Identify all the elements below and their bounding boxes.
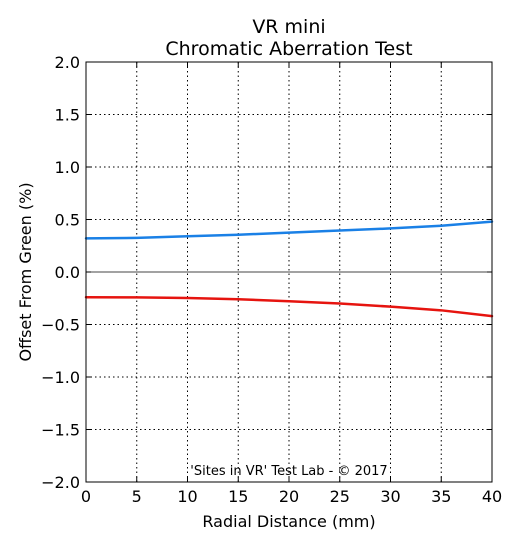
x-tick-label: 25 bbox=[330, 487, 350, 506]
chart-annotation: 'Sites in VR' Test Lab - © 2017 bbox=[190, 464, 387, 479]
x-axis-label: Radial Distance (mm) bbox=[202, 512, 375, 531]
chart-title-line-1: VR mini bbox=[252, 16, 325, 38]
y-axis-label: Offset From Green (%) bbox=[16, 182, 35, 361]
x-tick-label: 5 bbox=[132, 487, 142, 506]
plot-area: 0 5 10 15 20 25 30 35 40 2.0 1.5 1.0 0.5 0.0 −0.5 −1.0 −… bbox=[41, 53, 502, 506]
y-tick-label: 1.0 bbox=[55, 158, 80, 177]
y-tick-label: −2.0 bbox=[41, 473, 80, 492]
y-tick-label: 1.5 bbox=[55, 106, 80, 125]
x-tick-label: 40 bbox=[482, 487, 502, 506]
x-tick-label: 0 bbox=[81, 487, 91, 506]
series-line-2 bbox=[84, 295, 494, 318]
y-tick-label: 2.0 bbox=[55, 53, 80, 72]
x-tick-label: 10 bbox=[177, 487, 197, 506]
y-tick-label: 0.5 bbox=[55, 211, 80, 230]
x-tick-label: 15 bbox=[228, 487, 248, 506]
y-tick-label: −0.5 bbox=[41, 316, 80, 335]
y-tick-label: 0.0 bbox=[55, 263, 80, 282]
series-line-1 bbox=[84, 220, 494, 240]
x-tick-label: 35 bbox=[431, 487, 451, 506]
y-tick-label: −1.0 bbox=[41, 368, 80, 387]
x-tick-label: 30 bbox=[380, 487, 400, 506]
y-tick-label: −1.5 bbox=[41, 421, 80, 440]
chart-title-line-2: Chromatic Aberration Test bbox=[165, 38, 412, 60]
x-tick-label: 20 bbox=[279, 487, 299, 506]
